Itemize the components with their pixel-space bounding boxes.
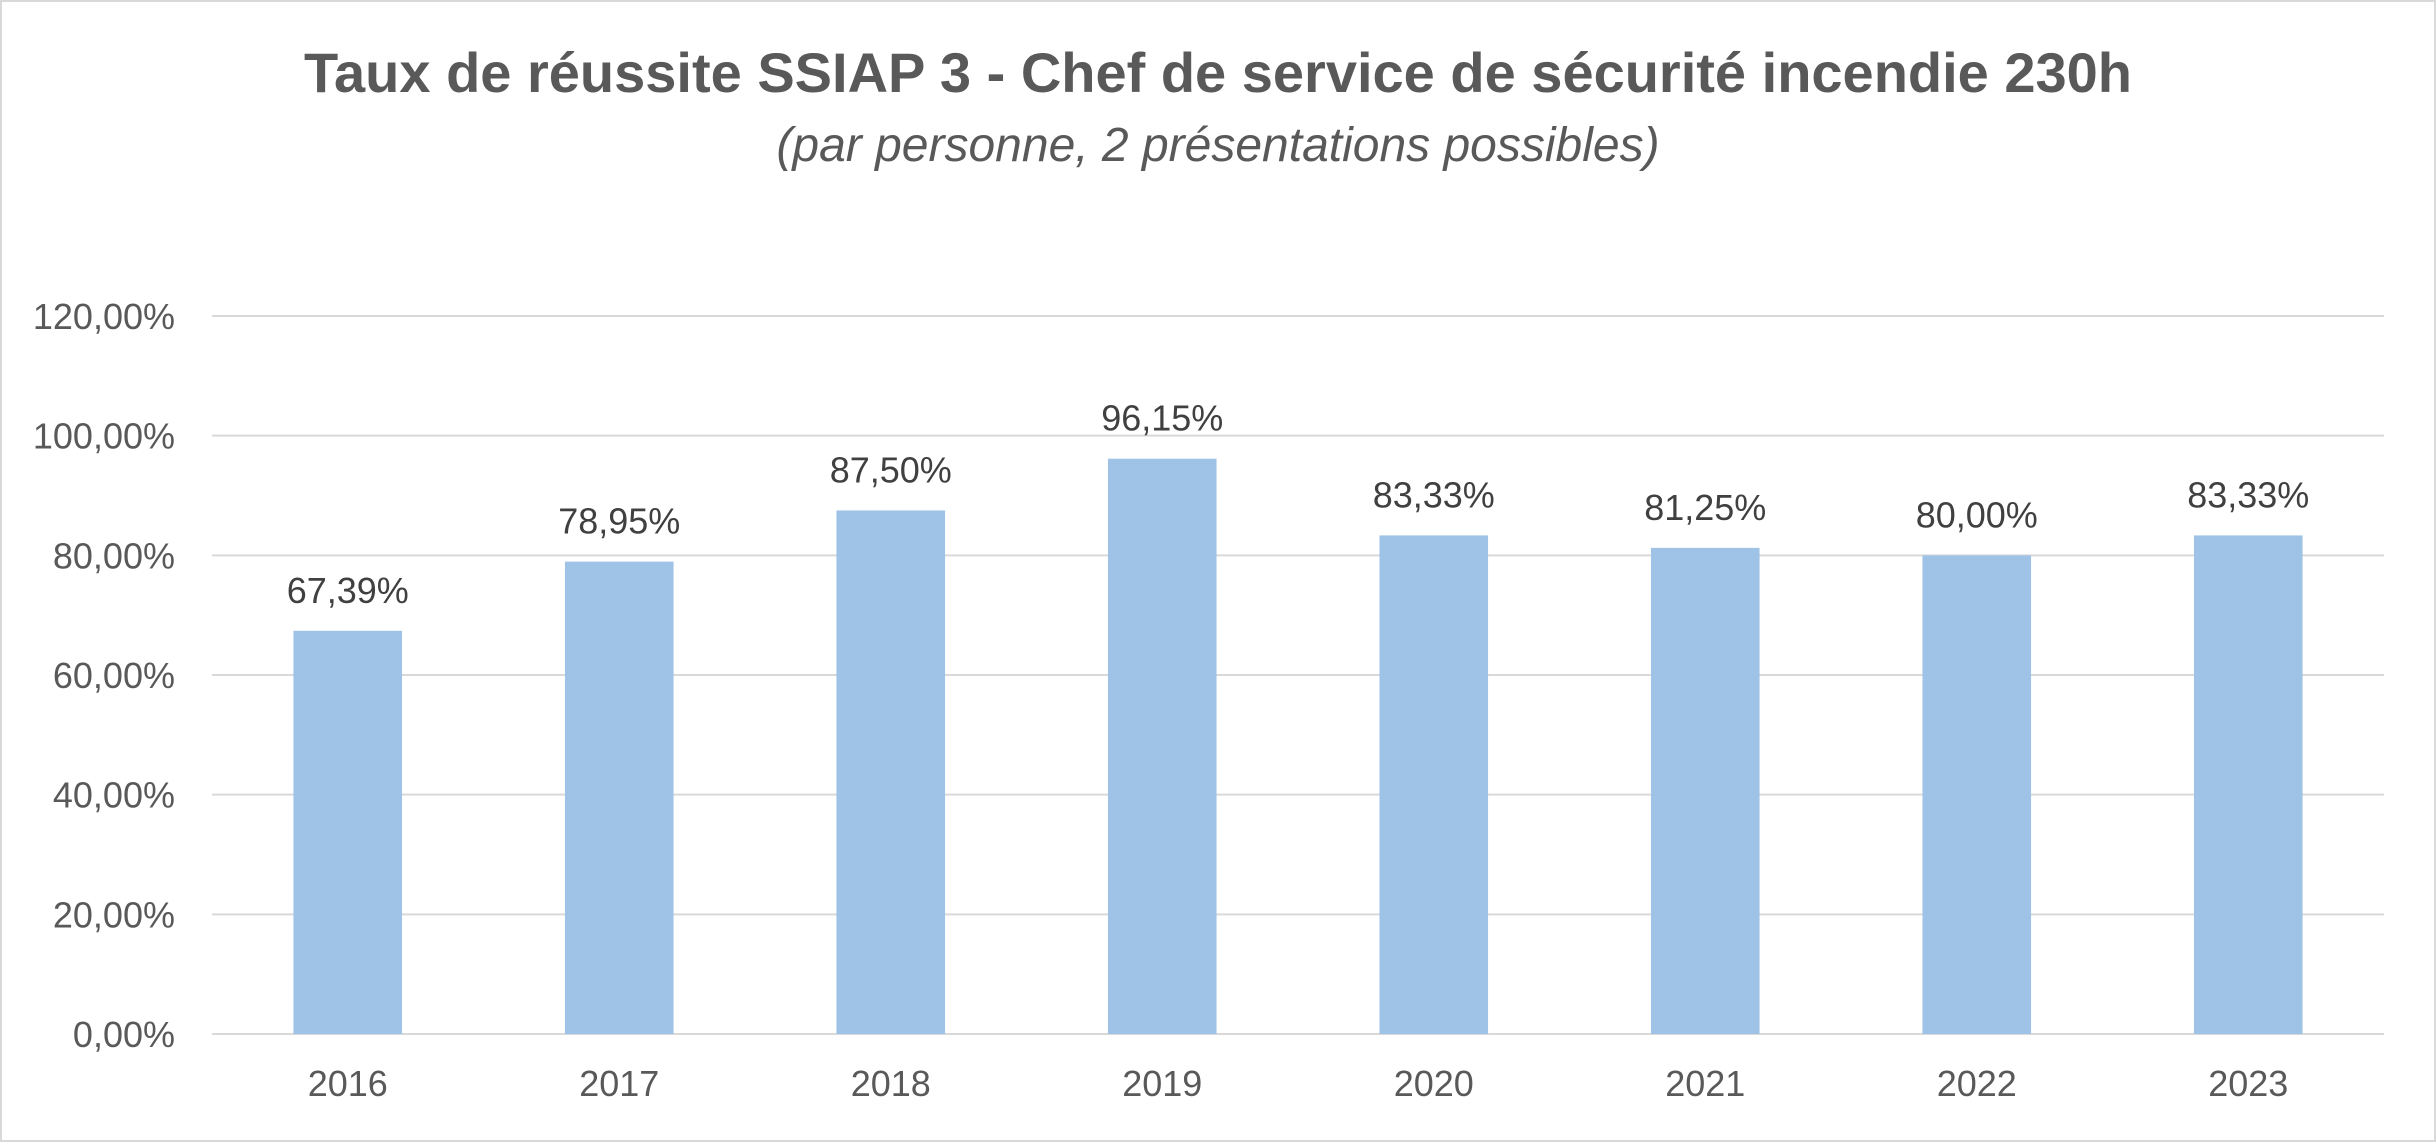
x-tick-label: 2017 — [579, 1063, 659, 1104]
data-label: 78,95% — [558, 501, 680, 542]
data-label: 80,00% — [1916, 494, 2038, 535]
x-tick-label: 2020 — [1394, 1063, 1474, 1104]
y-tick-label: 60,00% — [53, 655, 175, 696]
y-tick-label: 80,00% — [53, 535, 175, 576]
bar-2022 — [1922, 555, 2032, 1034]
y-axis-ticks: 0,00% 20,00% 40,00% 60,00% 80,00% 100,00% 120,… — [33, 296, 175, 1055]
x-tick-label: 2021 — [1665, 1063, 1745, 1104]
x-tick-label: 2019 — [1122, 1063, 1202, 1104]
y-tick-label: 120,00% — [33, 296, 175, 337]
chart-subtitle: (par personne, 2 présentations possibles… — [776, 119, 1660, 172]
x-tick-label: 2023 — [2208, 1063, 2288, 1104]
x-tick-label: 2022 — [1937, 1063, 2017, 1104]
y-tick-label: 100,00% — [33, 416, 175, 457]
bar-2019 — [1107, 458, 1217, 1034]
data-label: 81,25% — [1644, 487, 1766, 528]
data-label: 96,15% — [1101, 398, 1223, 439]
bar-2020 — [1379, 535, 1489, 1034]
bars — [293, 458, 2303, 1034]
data-label: 67,39% — [287, 570, 409, 611]
bar-2018 — [836, 510, 946, 1034]
y-tick-label: 0,00% — [73, 1014, 175, 1055]
data-label: 83,33% — [2187, 474, 2309, 515]
x-axis-ticks: 2016 2017 2018 2019 2020 2021 2022 2023 — [308, 1063, 2289, 1104]
y-tick-label: 20,00% — [53, 894, 175, 935]
y-tick-label: 40,00% — [53, 775, 175, 816]
gridlines — [212, 315, 2384, 1035]
bar-2021 — [1650, 547, 1760, 1034]
x-tick-label: 2016 — [308, 1063, 388, 1104]
chart-title: Taux de réussite SSIAP 3 - Chef de servi… — [303, 41, 2133, 104]
data-label: 83,33% — [1373, 474, 1495, 515]
bar-2017 — [564, 561, 674, 1034]
data-labels: 67,39% 78,95% 87,50% 96,15% 83,33% 81,25% 80,0… — [287, 398, 2310, 611]
data-label: 87,50% — [830, 449, 952, 490]
x-tick-label: 2018 — [851, 1063, 931, 1104]
bar-2016 — [293, 630, 403, 1034]
bar-2023 — [2193, 535, 2303, 1034]
